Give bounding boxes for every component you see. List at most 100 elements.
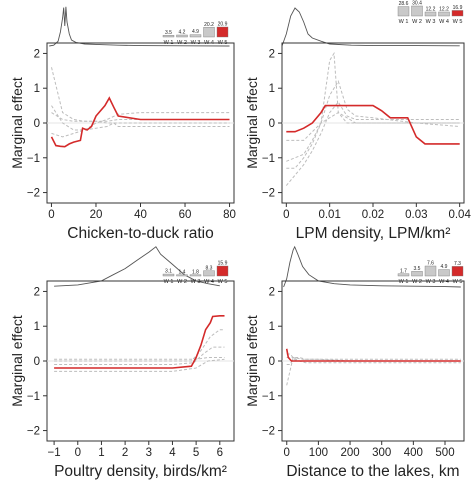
weight-value: 20.2: [204, 22, 214, 28]
y-tick-label: 1: [34, 83, 40, 95]
series-line: [54, 329, 225, 362]
weight-name: W 4: [439, 19, 449, 25]
weight-name: W 5: [453, 279, 463, 285]
weight-bar: [162, 35, 175, 38]
weight-value: 1.4: [179, 269, 186, 275]
series-line: [286, 80, 460, 162]
series-line: [54, 346, 225, 365]
x-tick-label: 0.02: [362, 209, 384, 221]
weight-value: 12.2: [439, 6, 449, 12]
main-series-line: [54, 314, 225, 369]
y-tick-label: 2: [34, 48, 40, 60]
weight-bar: [424, 265, 437, 277]
weight-name: W 3: [426, 279, 436, 285]
weight-bar: [397, 273, 410, 277]
weight-bar: [203, 270, 215, 277]
x-tick-label: 4: [169, 447, 176, 459]
series-line: [286, 356, 461, 386]
weight-value: 7.3: [454, 261, 461, 267]
weight-name: W 3: [191, 279, 201, 285]
chart-panel-3: 3.1 W 1 1.4 W 2 1.8 W 3 8.3 W 4 15.9 W 5 −2 −1 0 1 2 −1…: [9, 246, 235, 480]
y-tick-label: −2: [27, 188, 40, 200]
weight-name: W 4: [204, 279, 214, 285]
y-tick-label: 2: [34, 286, 40, 298]
x-tick-label: 0: [283, 209, 289, 221]
y-tick-label: −2: [27, 426, 40, 438]
weight-name: W 2: [412, 279, 422, 285]
weight-bar: [189, 34, 202, 38]
y-axis-title: Marginal effect: [244, 77, 260, 169]
main-series-line: [50, 96, 230, 148]
weight-name: W 1: [399, 279, 409, 285]
series-line: [51, 105, 230, 131]
x-tick-label: 0: [75, 447, 81, 459]
x-tick-label: 2: [122, 447, 128, 459]
y-tick-label: 0: [34, 118, 40, 130]
weight-value: 4.9: [192, 29, 199, 35]
weight-value: 28.6: [399, 1, 409, 7]
weight-value: 3.1: [165, 269, 172, 275]
x-tick-label: 5: [193, 447, 199, 459]
weight-value: 1.7: [400, 268, 407, 274]
y-tick-label: 1: [269, 83, 275, 95]
series-line: [54, 358, 225, 372]
x-tick-label: 40: [134, 209, 147, 221]
weight-value: 3.5: [165, 30, 172, 36]
chart-panel-1: 3.5W 14.2W 24.9W 320.2W 420.9W 5−2−10120…: [9, 6, 236, 242]
series-line: [54, 357, 225, 360]
series-line: [286, 112, 460, 141]
main-series-line: [285, 348, 461, 362]
x-tick-label: 0.01: [318, 209, 340, 221]
weight-name: W 4: [439, 279, 449, 285]
weight-bar: [424, 11, 437, 17]
x-tick-label: 0.03: [405, 209, 427, 221]
x-tick-label: 100: [309, 447, 328, 459]
series-line: [51, 122, 230, 138]
series-line: [286, 353, 461, 360]
x-tick-label: 3: [146, 447, 152, 459]
series-line: [285, 101, 460, 186]
x-tick-label: 500: [435, 447, 454, 459]
weight-value: 30.4: [412, 1, 422, 7]
x-axis-title: Poultry density, birds/km²: [54, 463, 227, 480]
weight-name: W 1: [164, 279, 174, 285]
weight-bar: [411, 271, 423, 277]
x-axis-title: LPM density, LPM/km²: [296, 225, 451, 242]
series-line: [286, 358, 461, 365]
weight-bar: [203, 27, 215, 38]
weight-value: 8.3: [206, 265, 213, 271]
weight-value: 15.9: [218, 261, 228, 267]
series-line: [51, 67, 230, 127]
y-tick-label: −1: [262, 153, 275, 165]
weight-bar: [411, 5, 423, 17]
weight-bar: [176, 274, 188, 277]
y-tick-label: −1: [262, 391, 275, 403]
y-tick-label: 0: [269, 356, 275, 368]
y-tick-label: 1: [34, 321, 40, 333]
weight-bar: [438, 11, 450, 17]
weight-bar: [216, 26, 229, 38]
x-tick-label: 80: [223, 209, 236, 221]
weight-bar: [176, 34, 188, 38]
weight-name: W 1: [399, 19, 409, 25]
y-tick-label: −1: [27, 153, 40, 165]
weight-value: 4.9: [441, 264, 448, 270]
weight-name: W 2: [412, 19, 422, 25]
weight-name: W 3: [426, 19, 436, 25]
series-line: [51, 112, 230, 122]
weight-bar: [162, 273, 175, 277]
x-tick-label: 20: [90, 209, 103, 221]
density-curve: [283, 245, 461, 288]
y-tick-label: −2: [262, 188, 275, 200]
x-tick-label: 0: [48, 209, 54, 221]
weight-name: W 2: [177, 279, 187, 285]
x-tick-label: 400: [404, 447, 423, 459]
weight-name: W 5: [453, 19, 463, 25]
weight-bar: [397, 6, 410, 17]
weight-name: W 5: [218, 279, 228, 285]
weight-bar: [189, 274, 202, 277]
weight-bar: [451, 10, 464, 17]
weight-value: 1.8: [192, 269, 199, 275]
y-axis-title: Marginal effect: [244, 315, 260, 407]
weight-bar: [216, 265, 229, 277]
